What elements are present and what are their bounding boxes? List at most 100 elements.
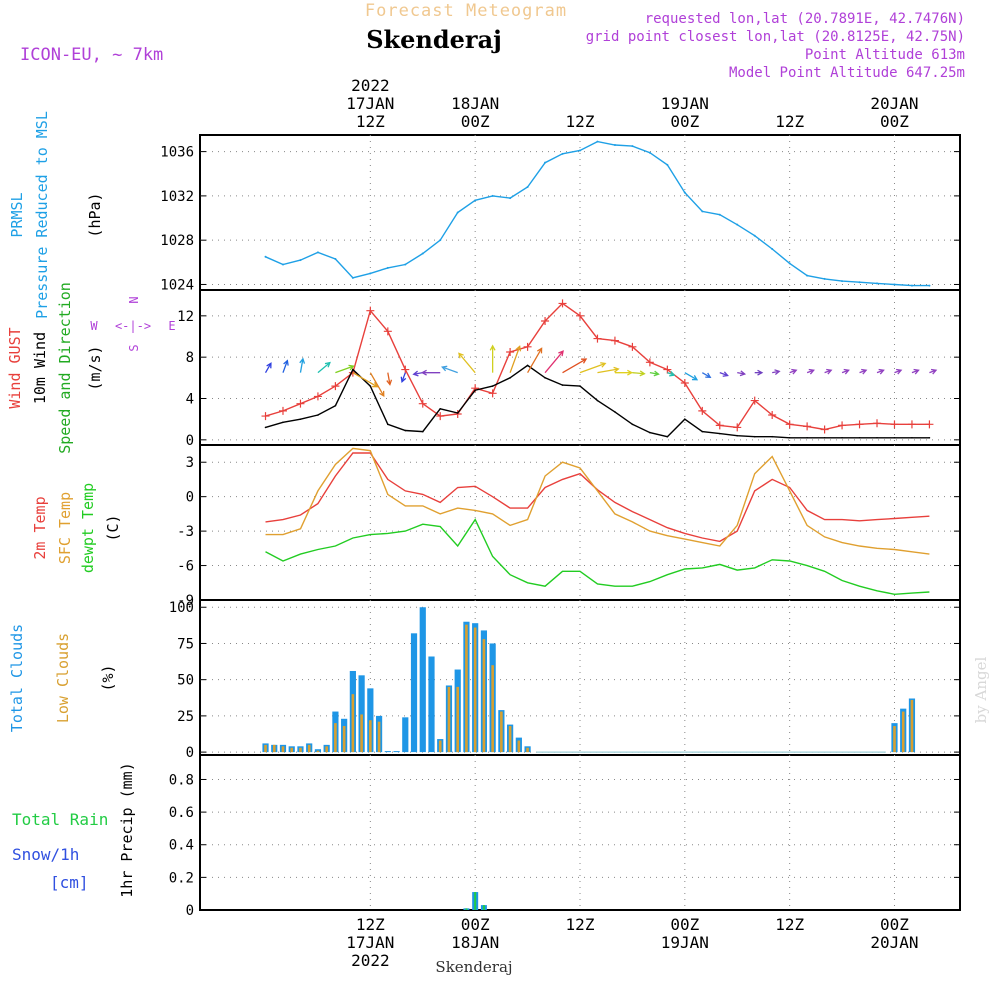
prmsl-point xyxy=(561,152,564,155)
wind-arrow-head xyxy=(613,366,620,373)
time-label-top: 12Z xyxy=(566,112,595,131)
low-cloud-bar xyxy=(438,740,442,753)
wind-point xyxy=(317,414,319,416)
label-prmsl: PRMSL xyxy=(8,192,26,237)
prmsl-point xyxy=(858,281,861,284)
gust-mark xyxy=(331,382,340,391)
wind-point xyxy=(806,436,808,439)
wind-arrow-head xyxy=(458,352,464,359)
wind-arrow xyxy=(509,346,521,373)
wind-arrow-head xyxy=(774,369,781,376)
time-label-bottom: 00Z xyxy=(461,915,490,934)
wind-point xyxy=(387,423,389,426)
wind-arrow-head xyxy=(324,361,331,368)
wind-arrow xyxy=(442,366,458,374)
low-cloud-bar xyxy=(377,721,381,753)
time-label-top: 00Z xyxy=(461,112,490,131)
y-tick-label: -6 xyxy=(177,559,194,575)
wind-point xyxy=(701,430,704,433)
prmsl-point xyxy=(841,280,844,283)
wind-arrow-head xyxy=(691,375,699,381)
label-dewpt-temp: dewpt Temp xyxy=(79,483,97,573)
wind-arrow xyxy=(649,372,659,375)
low-cloud-bar xyxy=(369,720,372,753)
prmsl-point xyxy=(718,213,721,216)
prmsl-point xyxy=(456,211,459,214)
gust-mark xyxy=(401,365,410,374)
prmsl-point xyxy=(648,151,651,154)
panel-4: 0 0.2 0.4 0.6 0.8 xyxy=(169,754,961,919)
wind-point xyxy=(579,385,581,387)
wind-point xyxy=(596,399,599,402)
wind-point xyxy=(771,435,773,438)
low-cloud-bar xyxy=(465,624,468,753)
prmsl-point xyxy=(351,276,354,279)
wind-arrow-head xyxy=(558,350,564,357)
label-total-rain: Total Rain xyxy=(12,810,108,829)
wind-point xyxy=(876,436,878,439)
wind-arrow-head xyxy=(896,368,903,375)
y-tick-label: -9 xyxy=(177,593,194,609)
wind-arrow-head xyxy=(639,370,646,377)
y-tick-label: 1028 xyxy=(160,233,194,249)
prmsl-point xyxy=(876,282,879,285)
wind-arrow-head xyxy=(386,379,393,386)
rain-bar-inner xyxy=(474,892,477,910)
header-model-altitude: Model Point Altitude 647.25m xyxy=(729,65,965,81)
wind-arrow-head xyxy=(808,368,815,375)
wind-arrow-head xyxy=(627,369,634,376)
header-title: Forecast Meteogram xyxy=(365,1,567,21)
y-tick-label: 0.8 xyxy=(169,772,194,788)
wind-point xyxy=(788,436,791,439)
wind-point xyxy=(474,389,476,392)
label-wind-gust: Wind GUST xyxy=(6,327,24,408)
gust-mark xyxy=(523,342,532,351)
wind-arrow-head xyxy=(669,370,676,377)
prmsl-point xyxy=(683,191,686,194)
wind-point xyxy=(456,412,459,414)
low-cloud-bar xyxy=(517,740,521,753)
wind-arrow xyxy=(597,368,619,374)
wind-arrow xyxy=(387,372,391,385)
wind-arrow-head xyxy=(283,359,289,366)
wind-arrow-head xyxy=(878,368,885,375)
total-cloud-bar xyxy=(428,656,435,753)
gust-mark xyxy=(313,392,322,401)
prmsl-point xyxy=(910,284,913,287)
time-label-top: 18JAN xyxy=(451,94,499,113)
low-cloud-bar xyxy=(901,711,905,753)
wind-arrow-head xyxy=(705,372,712,378)
wind-arrow-head xyxy=(420,369,427,376)
low-cloud-bar xyxy=(290,747,294,753)
gust-mark xyxy=(715,421,724,430)
low-cloud-bar xyxy=(342,726,346,753)
low-cloud-bar xyxy=(272,744,276,753)
prmsl-point xyxy=(386,266,389,269)
y-tick-label: 1036 xyxy=(160,145,194,161)
gust-mark xyxy=(925,420,934,429)
low-cloud-bar xyxy=(316,750,320,753)
wind-point xyxy=(264,426,267,429)
wind-arrow-head xyxy=(757,369,764,376)
time-label-bottom: 00Z xyxy=(670,915,699,934)
wind-point xyxy=(649,431,651,434)
time-label-top: 20JAN xyxy=(870,94,918,113)
low-cloud-bar xyxy=(334,723,337,753)
time-label-top: 00Z xyxy=(670,112,699,131)
prmsl-point xyxy=(334,258,337,260)
prmsl-point xyxy=(788,262,791,265)
time-label-top: 2022 xyxy=(351,76,390,95)
prmsl-point xyxy=(736,223,739,226)
y-tick-label: 25 xyxy=(177,709,194,725)
wind-arrow xyxy=(317,362,331,374)
low-cloud-bar xyxy=(482,639,486,753)
wind-point xyxy=(823,436,826,439)
wind-point xyxy=(369,385,372,387)
prmsl-point xyxy=(439,239,442,242)
time-label-bottom: 2022 xyxy=(351,951,390,970)
time-label-bottom: 12Z xyxy=(566,915,595,934)
wind-arrow-head xyxy=(400,376,407,383)
time-label-bottom: 00Z xyxy=(880,915,909,934)
gust-mark xyxy=(453,410,462,418)
